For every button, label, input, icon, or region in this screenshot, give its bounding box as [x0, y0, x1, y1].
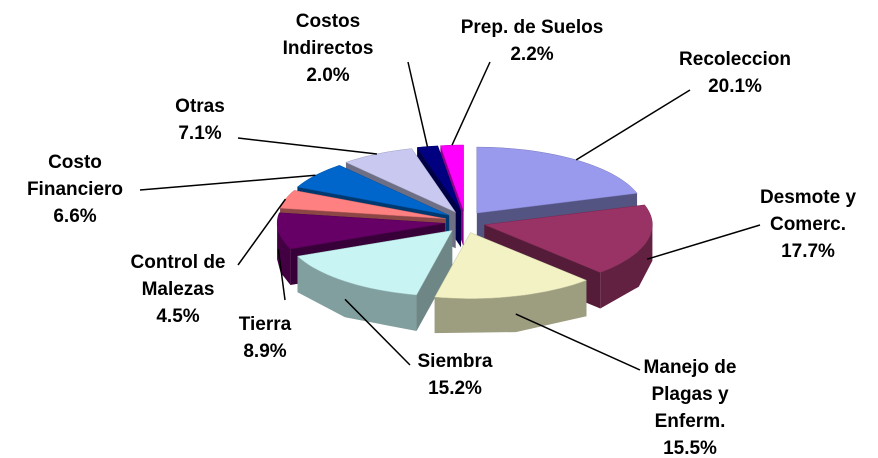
data-label: Financiero [27, 179, 123, 200]
data-label: Malezas [142, 279, 215, 300]
data-label: Costo [48, 152, 102, 173]
data-label: 2.0% [306, 65, 349, 86]
data-label: Recoleccion [679, 49, 791, 70]
leader-line [407, 61, 429, 147]
data-label: 8.9% [243, 341, 286, 362]
leader-line [575, 89, 691, 161]
data-label: Tierra [239, 314, 292, 335]
slice-wall [600, 224, 653, 309]
data-label: Otras [175, 96, 225, 117]
leader-line [646, 224, 761, 260]
slice [434, 232, 588, 334]
slice-wall [434, 280, 587, 334]
data-label: Costos [296, 11, 360, 32]
leader-line [515, 313, 641, 371]
leader-line [344, 298, 411, 366]
data-label: Indirectos [283, 38, 374, 59]
data-label: Enferm. [655, 411, 726, 432]
leader-line [237, 198, 287, 266]
leader-line [139, 174, 316, 191]
slice-top [483, 204, 653, 273]
slice-wall [297, 256, 417, 331]
data-label: 4.5% [156, 306, 199, 327]
data-label: 6.6% [53, 206, 96, 227]
data-label: 15.2% [428, 378, 482, 399]
data-label: Manejo de [644, 357, 737, 378]
data-label: Comerc. [770, 214, 846, 235]
slice [296, 230, 453, 331]
slice-top [296, 230, 453, 296]
leader-line [237, 137, 377, 155]
leader-line [277, 249, 286, 301]
slice-top [296, 165, 450, 216]
slice-top [434, 232, 588, 299]
data-label: 17.7% [781, 241, 835, 262]
data-label: Prep. de Suelos [461, 17, 604, 38]
data-label: Plagas y [651, 384, 729, 405]
data-label: 15.5% [663, 438, 717, 458]
data-label: 20.1% [708, 76, 762, 97]
data-label: Control de [131, 252, 226, 273]
slice-top [276, 212, 446, 250]
leader-line [451, 61, 491, 146]
data-label: Siembra [418, 351, 493, 372]
data-label: 7.1% [178, 123, 221, 144]
data-label: Desmote y [760, 187, 857, 208]
data-label: 2.2% [510, 44, 553, 65]
